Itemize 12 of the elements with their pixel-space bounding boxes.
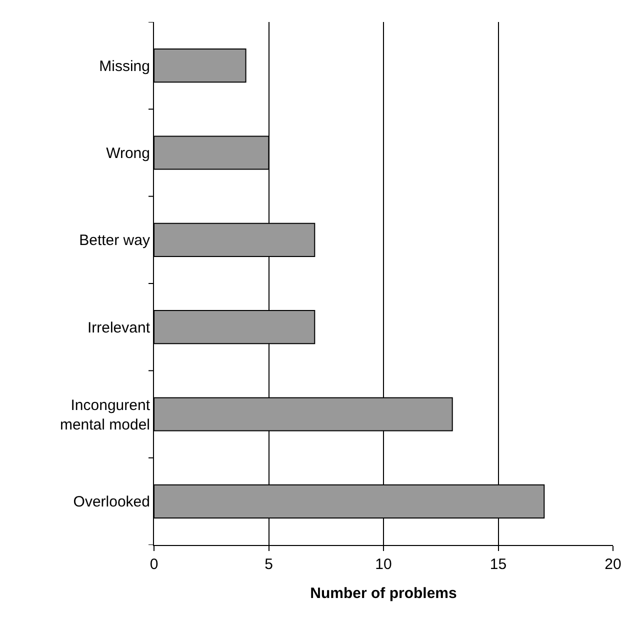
x-tick-label: 15 — [490, 556, 507, 573]
y-tick-label: Missing — [99, 58, 150, 75]
x-tick-label: 5 — [264, 556, 273, 573]
x-tick-label: 20 — [604, 556, 622, 573]
y-tick-label: Wrong — [106, 145, 150, 162]
x-tick-label: 0 — [150, 556, 158, 573]
y-tick-label: Better way — [79, 232, 150, 250]
x-tick-label: 10 — [375, 556, 392, 573]
y-tick-label: Overlooked — [73, 494, 150, 511]
y-tick-label: Incongurent mental model — [60, 396, 151, 434]
x-axis-title: Number of problems — [310, 585, 457, 602]
y-tick-label: Irrelevant — [87, 319, 151, 336]
